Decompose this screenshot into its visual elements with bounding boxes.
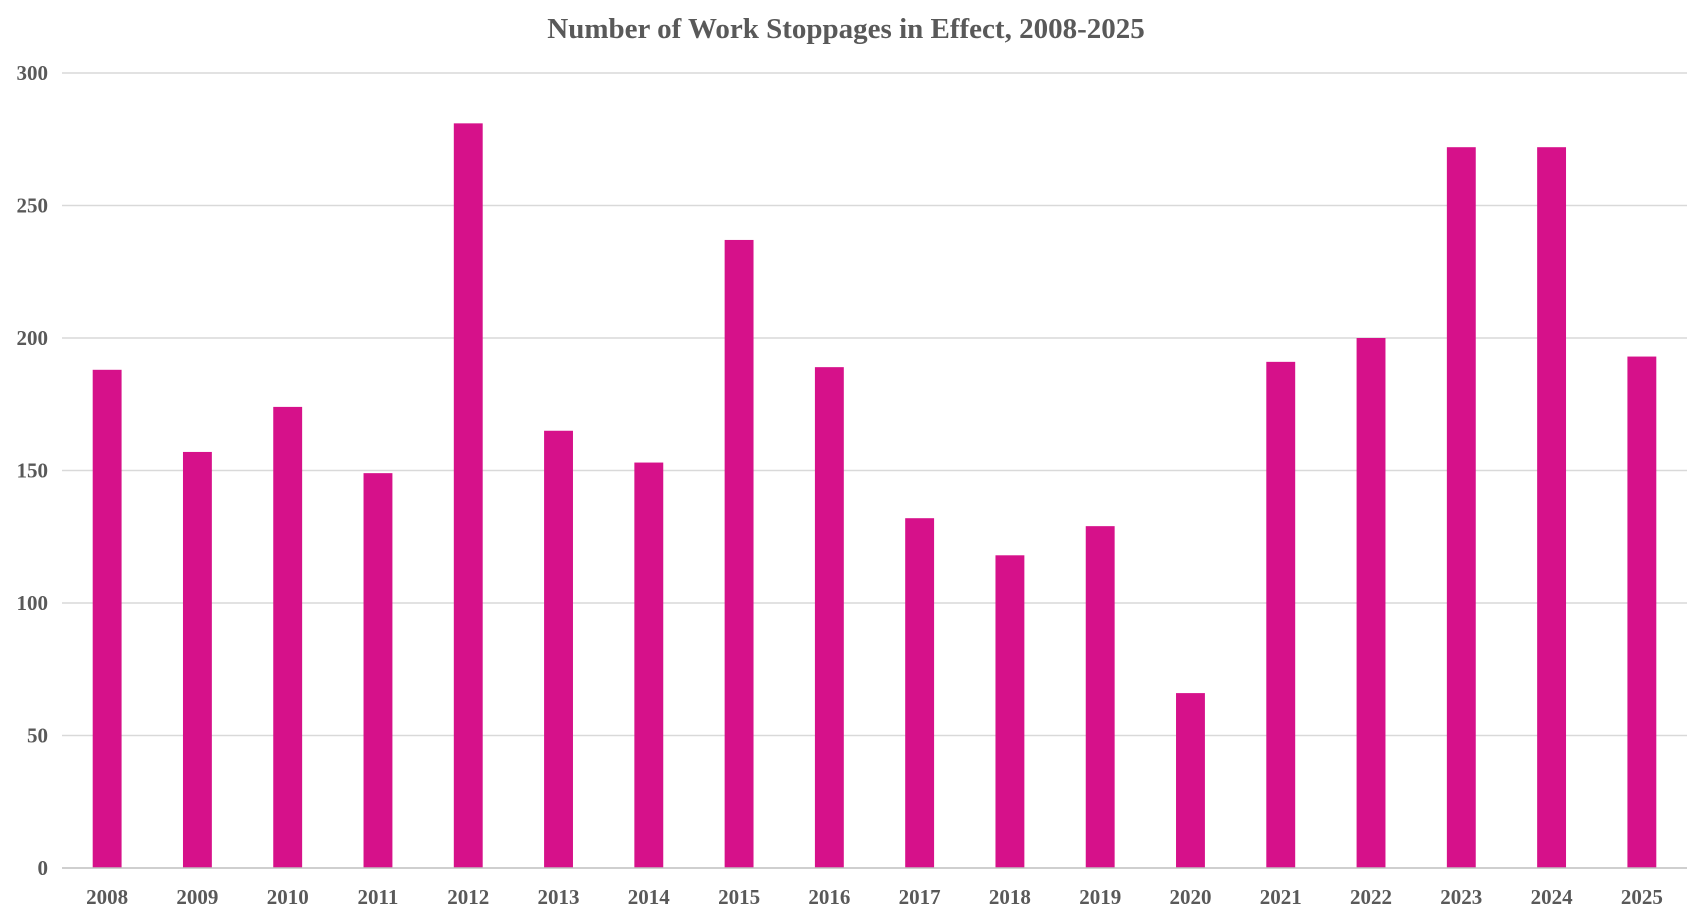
bars [92, 123, 1657, 869]
bar-2012 [453, 123, 483, 869]
bar-2021 [1266, 361, 1296, 868]
x-tick-label: 2017 [899, 885, 941, 909]
x-tick-label: 2015 [718, 885, 760, 909]
x-tick-label: 2012 [447, 885, 489, 909]
x-tick-label: 2020 [1169, 885, 1211, 909]
x-axis-ticks: 2008 2009 2010 2011 2012 2013 2014 2015 2016 2017… [86, 885, 1663, 909]
bar-2023 [1446, 147, 1476, 868]
bar-2014 [634, 462, 664, 868]
x-tick-label: 2025 [1621, 885, 1663, 909]
y-tick-label: 0 [38, 856, 49, 880]
bar-2013 [544, 430, 573, 868]
x-tick-label: 2008 [86, 885, 128, 909]
y-tick-label: 50 [27, 724, 48, 748]
gridlines [62, 72, 1687, 737]
x-tick-label: 2016 [808, 885, 850, 909]
bar-2016 [814, 367, 844, 868]
y-tick-label: 150 [17, 459, 49, 483]
bar-2022 [1356, 338, 1386, 868]
x-tick-label: 2024 [1531, 885, 1574, 909]
bar-2009 [182, 451, 212, 868]
x-tick-label: 2023 [1440, 885, 1482, 909]
y-tick-label: 100 [17, 591, 49, 615]
x-tick-label: 2019 [1079, 885, 1121, 909]
y-tick-label: 250 [17, 194, 49, 218]
x-tick-label: 2022 [1350, 885, 1392, 909]
y-tick-label: 300 [17, 61, 49, 85]
x-tick-label: 2011 [358, 885, 399, 909]
chart-title: Number of Work Stoppages in Effect, 2008… [547, 13, 1144, 45]
bar-2010 [273, 406, 303, 868]
y-tick-label: 200 [17, 326, 49, 350]
bar-2020 [1176, 693, 1205, 868]
x-tick-label: 2009 [176, 885, 218, 909]
x-tick-label: 2010 [267, 885, 309, 909]
bar-2018 [995, 555, 1025, 868]
bar-2011 [363, 473, 393, 868]
bar-2019 [1085, 526, 1115, 868]
bar-2008 [92, 369, 122, 868]
x-tick-label: 2014 [628, 885, 671, 909]
x-tick-label: 2021 [1260, 885, 1302, 909]
y-axis-ticks: 0 50 100 150 200 250 300 [17, 61, 49, 880]
bar-2017 [905, 518, 935, 868]
bar-2024 [1537, 147, 1567, 868]
x-tick-label: 2018 [989, 885, 1031, 909]
bar-2025 [1627, 356, 1657, 868]
bar-2015 [724, 239, 754, 868]
x-tick-label: 2013 [538, 885, 580, 909]
